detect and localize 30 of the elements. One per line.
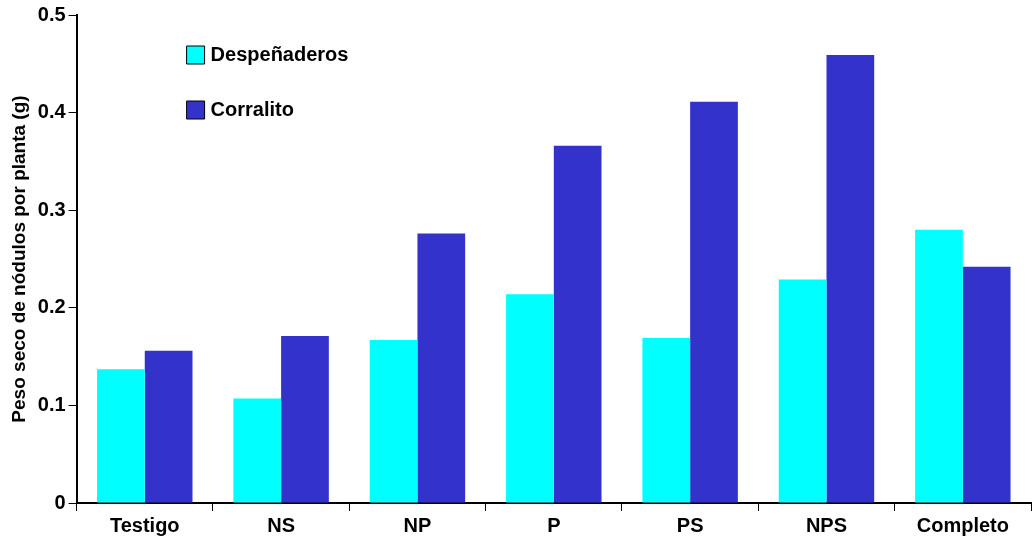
y-tick-label: 0.1: [37, 392, 66, 415]
y-tick-label: 0.2: [37, 295, 66, 318]
bar: [553, 145, 602, 503]
x-tick-label: Testigo: [109, 513, 180, 536]
y-tick-label: 0: [54, 490, 66, 513]
bar: [642, 338, 691, 503]
bar: [369, 340, 418, 503]
y-axis-title: Peso seco de nódulos por planta (g): [7, 95, 29, 423]
x-tick-label: NPS: [805, 513, 848, 536]
bar: [690, 101, 738, 503]
bar: [281, 336, 329, 503]
bar: [915, 229, 963, 503]
x-tick-label: NP: [403, 513, 432, 536]
y-tick-label: 0.4: [37, 100, 67, 123]
bar: [962, 266, 1011, 503]
legend-label: Corralito: [210, 97, 294, 120]
y-tick-label: 0.5: [37, 2, 66, 25]
x-tick-label: P: [547, 513, 561, 536]
x-tick-label: Completo: [916, 513, 1009, 536]
bar: [506, 294, 554, 503]
legend-label: Despeñaderos: [210, 42, 349, 65]
bar: [417, 233, 466, 503]
bar: [778, 279, 827, 503]
y-tick-label: 0.3: [37, 197, 66, 220]
bar: [233, 398, 282, 503]
bar: [144, 350, 193, 503]
x-tick-label: NS: [267, 513, 296, 536]
bar: [826, 55, 875, 503]
x-tick-label: PS: [676, 513, 704, 536]
bar: [97, 369, 145, 503]
